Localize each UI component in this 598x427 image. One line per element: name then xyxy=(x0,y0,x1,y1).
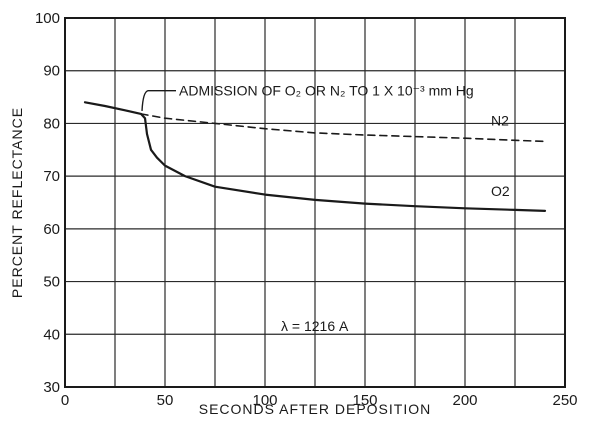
y-tick-label: 80 xyxy=(43,115,60,132)
tick-labels: 0 50 100 150 200 250 30 40 50 60 70 80 90 100 xyxy=(35,10,578,409)
wavelength-annotation: λ = 1216 A xyxy=(281,318,349,334)
admission-leader-line xyxy=(141,90,176,111)
x-tick-label: 100 xyxy=(252,392,277,409)
series-line-o2 xyxy=(83,101,547,212)
x-tick-label: 250 xyxy=(552,392,577,409)
x-tick-label: 0 xyxy=(61,392,69,409)
y-tick-label: 50 xyxy=(43,274,60,291)
plot-frame xyxy=(64,17,566,388)
series-label-n2: N2 xyxy=(491,113,509,129)
y-tick-label: 100 xyxy=(35,10,60,27)
y-tick-label: 60 xyxy=(43,221,60,238)
y-tick-label: 90 xyxy=(43,63,60,80)
x-tick-label: 200 xyxy=(452,392,477,409)
series-line-n2 xyxy=(140,113,546,143)
y-tick-label: 30 xyxy=(43,379,60,396)
y-tick-label: 40 xyxy=(43,326,60,343)
admission-annotation: ADMISSION OF O₂ OR N₂ TO 1 X 10⁻³ mm Hg xyxy=(179,83,474,99)
series-label-o2: O2 xyxy=(491,183,510,199)
series-layer xyxy=(83,101,547,212)
x-axis-label: SECONDS AFTER DEPOSITION xyxy=(199,401,431,417)
x-tick-label: 50 xyxy=(157,392,174,409)
y-tick-label: 70 xyxy=(43,168,60,185)
y-axis-label: PERCENT REFLECTANCE xyxy=(9,107,25,298)
x-tick-label: 150 xyxy=(352,392,377,409)
